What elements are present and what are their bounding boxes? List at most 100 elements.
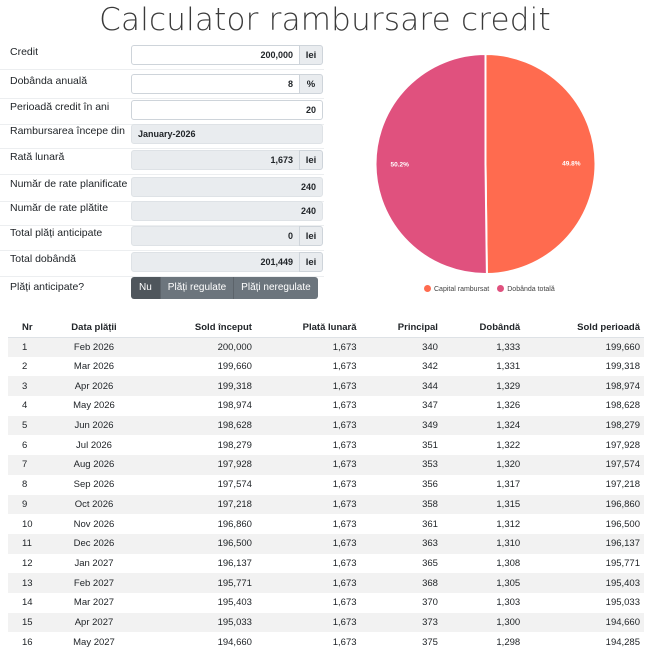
cell-sold-inceput: 199,660 xyxy=(217,361,252,373)
cell-nr: 5 xyxy=(8,415,42,436)
cell-data-platii: Jul 2026 xyxy=(76,439,112,451)
cell-plata-lunara: 1,673 xyxy=(332,400,357,412)
cell-dobanda: 1,329 xyxy=(441,376,525,397)
dobanda-label: Dobânda anuală xyxy=(10,75,88,87)
header-principal: Principal xyxy=(360,318,442,338)
dobanda-input[interactable]: 8 xyxy=(131,74,300,94)
table-row: 11 Dec 2026 196,500 1,673 363 1,310 196,137 xyxy=(8,533,644,554)
plati-anticipate-total-label: Total plăți anticipate xyxy=(10,227,103,239)
cell-principal: 365 xyxy=(422,557,438,569)
cell-principal: 373 xyxy=(360,612,442,633)
row-rate-platite: Număr de rate plătite 240 xyxy=(0,198,330,226)
cell-principal: 340 xyxy=(360,337,442,357)
rate-planificate-label: Număr de rate planificate xyxy=(10,178,128,190)
cell-dobanda: 1,300 xyxy=(441,612,525,633)
cell-dobanda: 1,320 xyxy=(441,455,525,475)
cell-sold-inceput: 198,279 xyxy=(217,439,252,451)
cell-sold-inceput: 196,860 xyxy=(217,518,252,530)
table-row: 9 Oct 2026 197,218 1,673 358 1,315 196,860 xyxy=(8,494,644,515)
cell-plata-lunara: 1,673 xyxy=(255,573,361,593)
cell-nr: 10 xyxy=(22,518,33,530)
pie-label-capital: 49.8% xyxy=(562,160,581,167)
header-plata-lunara: Plată lunară xyxy=(255,318,361,338)
row-dobanda: Dobânda anuală 8 % xyxy=(0,71,330,99)
total-dobanda-output: 201,449 xyxy=(131,252,300,272)
option-plati-regulate-button[interactable]: Plăți regulate xyxy=(160,277,235,299)
row-total-dobanda: Total dobândă 201,449 lei xyxy=(0,249,330,277)
total-dobanda-unit: lei xyxy=(299,252,323,272)
cell-sold-inceput: 199,318 xyxy=(146,376,256,397)
cell-plata-lunara: 1,673 xyxy=(332,439,357,451)
legend-item-dobanda[interactable]: Dobânda totală xyxy=(497,285,555,293)
cell-principal: 363 xyxy=(360,533,442,554)
cell-plata-lunara: 1,673 xyxy=(332,597,357,609)
cell-dobanda: 1,331 xyxy=(496,361,521,373)
plati-anticipate-toggle: Nu Plăți regulate Plăți neregulate xyxy=(131,277,318,299)
cell-dobanda: 1,305 xyxy=(441,573,525,593)
table-row: 5 Jun 2026 198,628 1,673 349 1,324 198,279 xyxy=(8,415,644,436)
legend-item-capital[interactable]: Capital rambursat xyxy=(424,285,489,293)
cell-sold-inceput: 196,500 xyxy=(146,533,256,554)
cell-nr: 1 xyxy=(8,337,42,357)
credit-input[interactable]: 200,000 xyxy=(131,45,300,65)
cell-sold-inceput: 197,574 xyxy=(217,479,252,491)
pie-chart: 49.8% 50.2% xyxy=(368,52,603,302)
table-row: 16 May 2027 194,660 1,673 375 1,298 194,285 xyxy=(8,632,644,651)
cell-sold-inceput: 197,928 xyxy=(146,455,256,475)
legend-label-capital: Capital rambursat xyxy=(434,286,490,293)
cell-data-platii: Apr 2026 xyxy=(42,376,146,397)
cell-nr: 13 xyxy=(8,573,42,593)
cell-sold-perioada: 196,137 xyxy=(524,533,644,554)
cell-data-platii: Mar 2026 xyxy=(73,361,115,373)
header-dobanda: Dobândă xyxy=(441,318,525,338)
row-rate-planificate: Număr de rate planificate 240 xyxy=(0,174,330,202)
cell-sold-inceput: 198,974 xyxy=(217,400,252,412)
cell-sold-perioada: 196,500 xyxy=(605,518,640,530)
cell-nr: 14 xyxy=(22,597,33,609)
pie-slice-dobanda[interactable] xyxy=(374,52,488,275)
rate-platite-label: Număr de rate plătite xyxy=(10,202,109,214)
cell-principal: 368 xyxy=(360,573,442,593)
cell-nr: 6 xyxy=(22,439,28,451)
cell-plata-lunara: 1,673 xyxy=(255,415,361,436)
header-sold-perioada: Sold perioadă xyxy=(524,318,644,338)
cell-plata-lunara: 1,673 xyxy=(255,337,361,357)
cell-sold-inceput: 200,000 xyxy=(146,337,256,357)
cell-principal: 342 xyxy=(422,361,438,373)
legend-dot-capital xyxy=(424,285,431,292)
cell-nr: 4 xyxy=(22,400,28,412)
cell-dobanda: 1,308 xyxy=(496,557,521,569)
cell-plata-lunara: 1,673 xyxy=(332,361,357,373)
cell-plata-lunara: 1,673 xyxy=(332,636,357,648)
option-plati-neregulate-button[interactable]: Plăți neregulate xyxy=(234,277,318,299)
total-dobanda-label: Total dobândă xyxy=(10,253,76,265)
option-nu-button[interactable]: Nu xyxy=(131,277,161,299)
pie-slice-capital[interactable] xyxy=(484,52,597,276)
perioada-input[interactable]: 20 xyxy=(131,100,323,120)
table-row: 13 Feb 2027 195,771 1,673 368 1,305 195,403 xyxy=(8,573,644,593)
cell-sold-perioada: 195,033 xyxy=(605,597,640,609)
cell-principal: 356 xyxy=(422,479,438,491)
plati-anticipate-label: Plăți anticipate? xyxy=(10,281,85,293)
row-divider xyxy=(0,148,324,149)
inceput-input[interactable]: January-2026 xyxy=(131,124,323,144)
rate-platite-output: 240 xyxy=(131,201,323,221)
cell-plata-lunara: 1,673 xyxy=(255,455,361,475)
dobanda-unit: % xyxy=(299,74,323,94)
row-divider xyxy=(0,69,324,70)
cell-dobanda: 1,322 xyxy=(496,439,521,451)
table-row: 1 Feb 2026 200,000 1,673 340 1,333 199,660 xyxy=(8,337,644,357)
inceput-label: Rambursarea începe din xyxy=(10,125,125,137)
cell-plata-lunara: 1,673 xyxy=(255,376,361,397)
row-plati-anticipate-total: Total plăți anticipate 0 lei xyxy=(0,223,330,251)
header-data-platii: Data plății xyxy=(42,318,146,338)
pie-label-dobanda: 50.2% xyxy=(390,162,409,169)
cell-data-platii: Mar 2027 xyxy=(73,597,115,609)
cell-principal: 349 xyxy=(360,415,442,436)
cell-principal: 344 xyxy=(360,376,442,397)
row-credit: Credit 200,000 lei xyxy=(0,42,330,70)
cell-sold-perioada: 199,660 xyxy=(524,337,644,357)
cell-principal: 370 xyxy=(422,597,438,609)
row-plati-anticipate: Plăți anticipate? xyxy=(0,277,330,303)
cell-data-platii: Sep 2026 xyxy=(73,479,115,491)
